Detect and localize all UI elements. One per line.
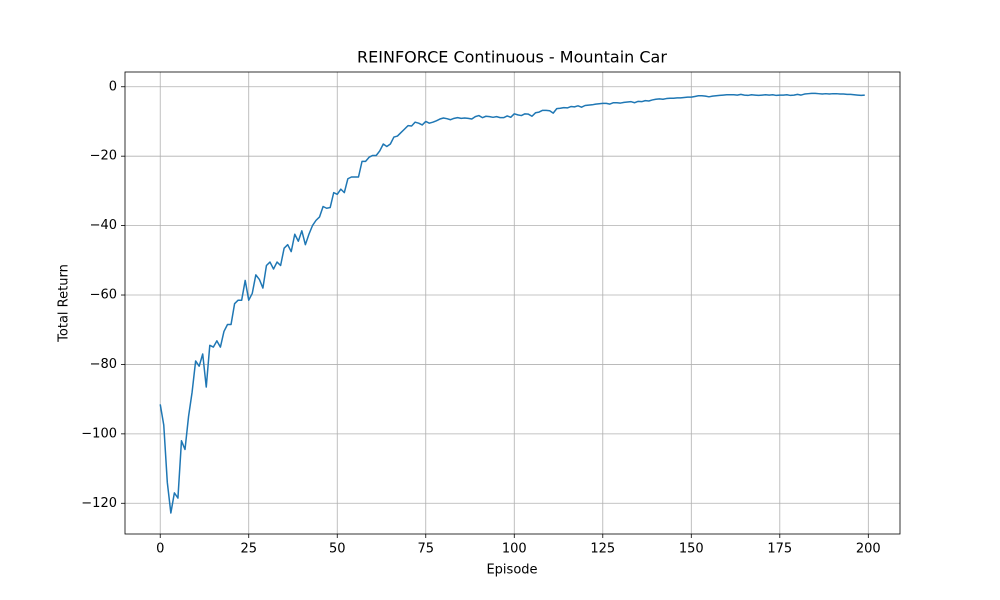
y-axis-label: Total Return	[57, 264, 72, 343]
x-tick-label: 100	[502, 542, 527, 557]
plot-frame	[124, 71, 901, 535]
y-tick-label: −100	[81, 426, 117, 441]
y-tick-label: 0	[109, 79, 117, 94]
x-tick-label: 200	[856, 542, 881, 557]
x-tick-label: 175	[767, 542, 792, 557]
y-tick-label: −40	[90, 218, 117, 233]
x-axis-label: Episode	[486, 563, 537, 578]
y-tick-label: −120	[81, 496, 117, 511]
x-tick-label: 125	[590, 542, 615, 557]
x-tick-label: 150	[679, 542, 704, 557]
x-tick-label: 0	[156, 542, 164, 557]
data-line	[159, 92, 865, 514]
y-tick-label: −20	[90, 149, 117, 164]
chart-title: REINFORCE Continuous - Mountain Car	[357, 48, 667, 67]
x-tick-label: 50	[329, 542, 346, 557]
x-tick-label: 25	[240, 542, 257, 557]
x-tick-label: 75	[417, 542, 434, 557]
y-tick-label: −60	[90, 288, 117, 303]
y-tick-label: −80	[90, 357, 117, 372]
